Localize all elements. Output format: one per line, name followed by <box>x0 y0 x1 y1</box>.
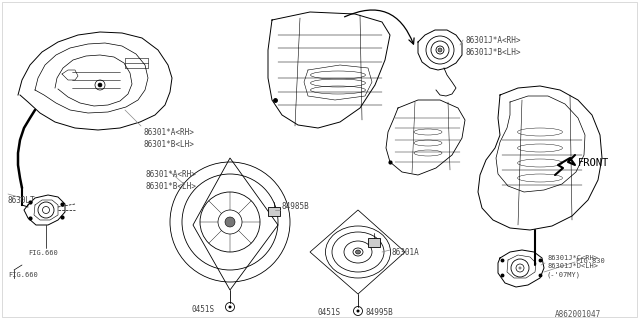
Circle shape <box>228 306 232 308</box>
Ellipse shape <box>355 250 360 254</box>
Text: FRONT: FRONT <box>578 158 609 168</box>
Text: 86301A: 86301A <box>392 248 420 257</box>
Text: 86301J*A<RH>
86301J*B<LH>: 86301J*A<RH> 86301J*B<LH> <box>465 36 520 57</box>
Text: 86301J*C<RH>
86301J*D<LH>
(-'07MY): 86301J*C<RH> 86301J*D<LH> (-'07MY) <box>547 255 598 277</box>
Text: FIG.660: FIG.660 <box>8 272 38 278</box>
Circle shape <box>225 217 235 227</box>
Circle shape <box>356 309 360 313</box>
Text: A862001047: A862001047 <box>555 310 601 319</box>
Text: 0451S: 0451S <box>318 308 341 317</box>
Text: 86301*A<RH>
86301*B<LH>: 86301*A<RH> 86301*B<LH> <box>143 128 194 149</box>
Text: FIG.660: FIG.660 <box>28 250 58 256</box>
Text: 86301*A<RH>
86301*B<LH>: 86301*A<RH> 86301*B<LH> <box>145 170 196 191</box>
FancyBboxPatch shape <box>268 207 280 216</box>
Circle shape <box>518 267 522 269</box>
Circle shape <box>98 83 102 87</box>
Text: 84985B: 84985B <box>282 202 310 211</box>
Circle shape <box>438 48 442 52</box>
FancyBboxPatch shape <box>368 238 380 247</box>
Text: FIG.830: FIG.830 <box>575 258 605 264</box>
Text: 8630LT: 8630LT <box>8 196 36 205</box>
Text: 0451S: 0451S <box>192 305 215 314</box>
Text: 84995B: 84995B <box>365 308 393 317</box>
